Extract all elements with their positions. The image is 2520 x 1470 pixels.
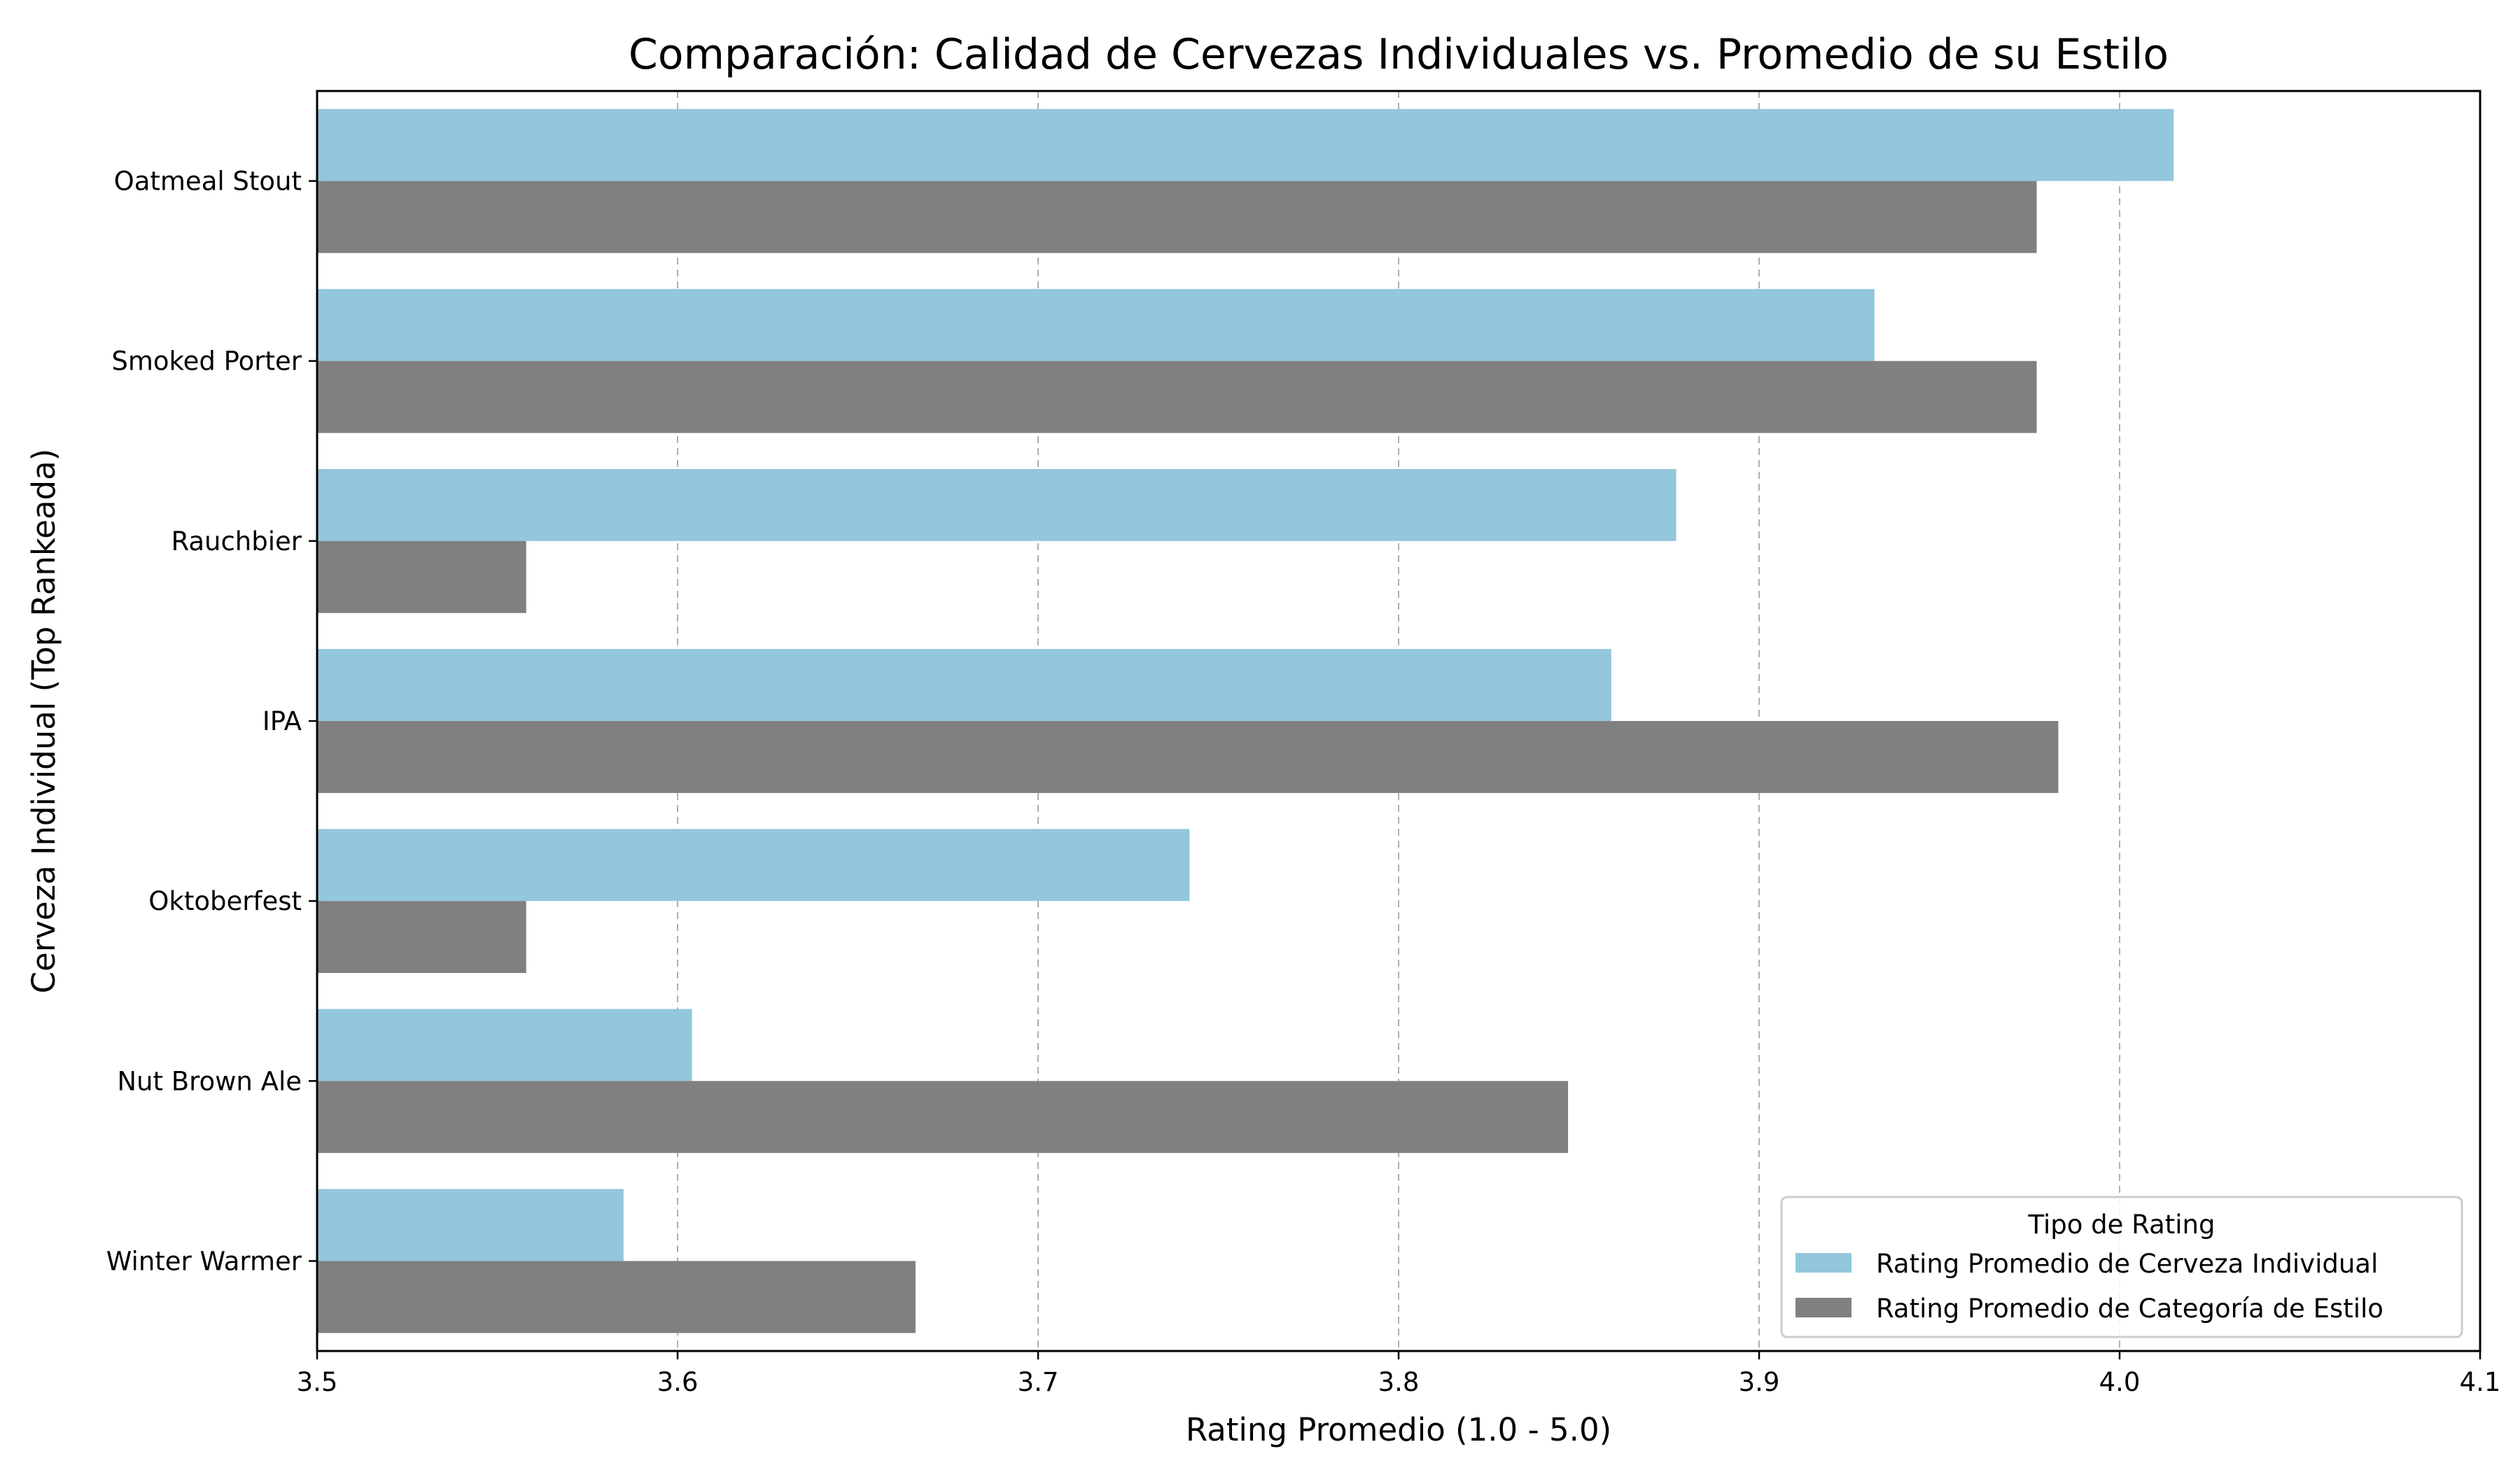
bars-layer bbox=[317, 108, 2174, 1334]
bar-oatmeal-stout-individual bbox=[317, 108, 2174, 181]
x-tick-label: 3.7 bbox=[1018, 1367, 1059, 1397]
y-tick-label-smoked-porter: Smoked Porter bbox=[111, 346, 302, 377]
x-tick-label: 4.1 bbox=[2460, 1367, 2501, 1397]
legend-swatch-individual bbox=[1795, 1253, 1851, 1273]
legend-label-style: Rating Promedio de Categoría de Estilo bbox=[1876, 1294, 2384, 1324]
x-tick-label: 3.5 bbox=[297, 1367, 338, 1397]
y-tick-label-oatmeal-stout: Oatmeal Stout bbox=[114, 167, 302, 197]
x-tick-label: 3.9 bbox=[1739, 1367, 1780, 1397]
bar-nut-brown-ale-individual bbox=[317, 1009, 692, 1082]
y-tick-label-winter-warmer: Winter Warmer bbox=[106, 1246, 302, 1276]
y-tick-label-ipa: IPA bbox=[262, 706, 302, 736]
bar-winter-warmer-style bbox=[317, 1261, 916, 1334]
x-tick-label: 3.6 bbox=[657, 1367, 699, 1397]
legend-label-individual: Rating Promedio de Cerveza Individual bbox=[1876, 1249, 2378, 1279]
y-axis-label: Cerveza Individual (Top Rankeada) bbox=[25, 449, 62, 993]
legend-title: Tipo de Rating bbox=[2028, 1210, 2216, 1240]
y-tick-label-oktoberfest: Oktoberfest bbox=[148, 886, 302, 916]
bar-oktoberfest-style bbox=[317, 901, 526, 973]
bar-oatmeal-stout-style bbox=[317, 181, 2037, 253]
bar-ipa-individual bbox=[317, 649, 1611, 721]
bar-smoked-porter-individual bbox=[317, 288, 1875, 361]
legend-box bbox=[1780, 1196, 2463, 1338]
x-tick-label: 4.0 bbox=[2099, 1367, 2141, 1397]
bar-rauchbier-style bbox=[317, 540, 526, 613]
bar-ipa-style bbox=[317, 721, 2059, 793]
legend: Tipo de Rating Rating Promedio de Cervez… bbox=[1780, 1196, 2463, 1338]
bar-nut-brown-ale-style bbox=[317, 1081, 1569, 1154]
legend-swatch-style bbox=[1795, 1298, 1851, 1317]
bar-smoked-porter-style bbox=[317, 360, 2037, 433]
y-tick-label-nut-brown-ale: Nut Brown Ale bbox=[117, 1066, 302, 1096]
y-tick-label-rauchbier: Rauchbier bbox=[171, 526, 302, 556]
bar-rauchbier-individual bbox=[317, 469, 1676, 541]
chart-title: Comparación: Calidad de Cervezas Individ… bbox=[629, 30, 2169, 79]
x-axis-label: Rating Promedio (1.0 - 5.0) bbox=[1186, 1411, 1611, 1448]
bar-oktoberfest-individual bbox=[317, 829, 1190, 902]
ticks-layer: 3.5 3.6 3.7 3.8 3.9 4.0 4.1 Oatmeal Stout Smoked… bbox=[106, 167, 2501, 1397]
bar-winter-warmer-individual bbox=[317, 1189, 624, 1261]
x-tick-label: 3.8 bbox=[1378, 1367, 1420, 1397]
